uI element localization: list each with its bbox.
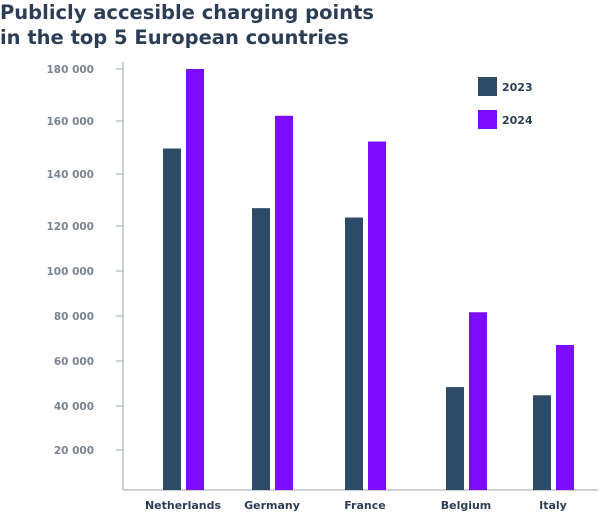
chart-bars [163, 69, 574, 491]
y-tick-label: 80 000 [54, 311, 94, 323]
x-tick-label: Italy [539, 499, 567, 512]
chart-title-line-1: Publicly accesible charging points [0, 1, 375, 24]
x-tick-label: Germany [244, 499, 300, 512]
bar-italy-2023 [533, 395, 551, 490]
y-tick-label: 180 000 [47, 64, 95, 76]
bar-italy-2024 [556, 344, 574, 490]
y-tick-label: 160 000 [47, 116, 95, 128]
x-axis-labels: Netherlands Germany France Belgium Italy [145, 499, 567, 512]
legend-label-2023: 2023 [502, 81, 533, 94]
x-tick-label: Belgium [441, 499, 492, 512]
chart-legend: 2023 2024 [478, 77, 533, 129]
y-axis-ticks: 20 000 40 000 60 000 80 000 100 000 120 000 14… [47, 64, 123, 457]
legend-swatch-2024 [478, 110, 497, 129]
bar-belgium-2023 [446, 387, 464, 490]
chart-title: Publicly accesible charging points in th… [0, 0, 600, 50]
bar-netherlands-2023 [163, 148, 181, 490]
y-tick-label: 100 000 [47, 266, 95, 278]
x-tick-label: Netherlands [145, 499, 222, 512]
bar-germany-2023 [252, 208, 270, 491]
y-tick-label: 40 000 [54, 401, 94, 413]
chart-title-line-2: in the top 5 European countries [0, 26, 349, 49]
y-tick-label: 140 000 [47, 169, 95, 181]
bar-netherlands-2024 [186, 69, 204, 490]
x-tick-label: France [344, 499, 385, 512]
bar-germany-2024 [275, 115, 293, 491]
bar-france-2024 [368, 141, 386, 490]
bar-belgium-2024 [469, 312, 487, 490]
legend-swatch-2023 [478, 77, 497, 96]
y-tick-label: 120 000 [47, 221, 95, 233]
bar-france-2023 [345, 217, 363, 490]
y-tick-label: 20 000 [54, 445, 94, 457]
y-tick-label: 60 000 [54, 356, 94, 368]
legend-label-2024: 2024 [502, 114, 533, 127]
